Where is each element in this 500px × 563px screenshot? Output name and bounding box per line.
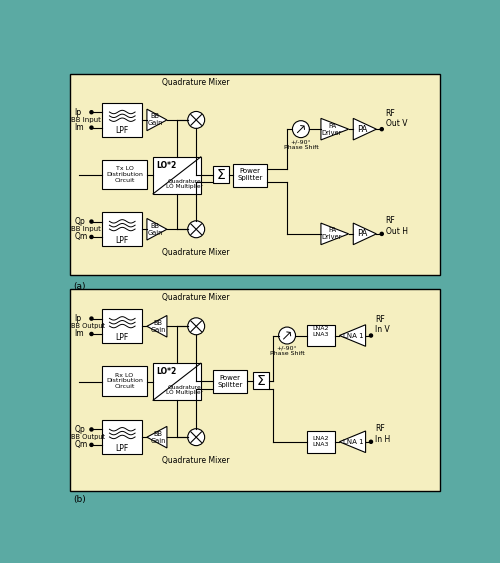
Polygon shape xyxy=(354,118,376,140)
Text: LO*2: LO*2 xyxy=(156,160,176,169)
Text: Power
Splitter: Power Splitter xyxy=(218,375,243,388)
Bar xyxy=(102,103,142,137)
Text: Quadrature Mixer: Quadrature Mixer xyxy=(162,456,230,465)
Text: Tx LO
Distribution
Circuit: Tx LO Distribution Circuit xyxy=(106,166,143,183)
Text: Im: Im xyxy=(74,329,84,338)
Circle shape xyxy=(370,334,372,337)
Text: Qm: Qm xyxy=(74,440,88,449)
Text: Σ: Σ xyxy=(216,168,225,182)
Text: Qp: Qp xyxy=(74,425,86,434)
Text: LNA2
LNA3: LNA2 LNA3 xyxy=(312,436,329,447)
Bar xyxy=(213,166,228,183)
Circle shape xyxy=(278,327,295,344)
Circle shape xyxy=(90,220,93,223)
Text: PA
Driver: PA Driver xyxy=(322,227,342,240)
Text: BB Input: BB Input xyxy=(72,117,102,123)
Text: LPF: LPF xyxy=(116,235,129,244)
Bar xyxy=(307,325,335,346)
Circle shape xyxy=(90,332,93,336)
Polygon shape xyxy=(147,426,167,448)
Text: BB Output: BB Output xyxy=(72,323,106,329)
Polygon shape xyxy=(147,218,167,240)
Bar xyxy=(102,212,142,246)
Circle shape xyxy=(380,233,384,235)
Text: BB
Gain: BB Gain xyxy=(150,320,166,333)
Polygon shape xyxy=(147,315,167,337)
Bar xyxy=(307,431,335,453)
Text: Σ: Σ xyxy=(256,374,265,388)
Bar xyxy=(102,420,142,454)
Circle shape xyxy=(90,443,93,446)
Polygon shape xyxy=(321,223,348,245)
Circle shape xyxy=(90,111,93,114)
Text: RF
In V: RF In V xyxy=(375,315,390,334)
Bar xyxy=(102,367,147,396)
Polygon shape xyxy=(147,109,167,131)
Circle shape xyxy=(370,440,372,443)
Bar xyxy=(153,363,201,400)
Text: Quadrature Mixer: Quadrature Mixer xyxy=(162,78,230,87)
Text: LPF: LPF xyxy=(116,126,129,135)
Text: Quadrature
LO Multiplier: Quadrature LO Multiplier xyxy=(166,178,202,189)
Circle shape xyxy=(90,126,93,129)
Circle shape xyxy=(188,428,204,446)
Bar xyxy=(233,164,267,187)
Text: BB Input: BB Input xyxy=(72,226,102,233)
Bar xyxy=(102,160,147,189)
Text: LNA 1: LNA 1 xyxy=(344,439,364,445)
Circle shape xyxy=(188,111,204,128)
Text: +/-90°
Phase Shift: +/-90° Phase Shift xyxy=(270,346,304,356)
Text: Rx LO
Distribution
Circuit: Rx LO Distribution Circuit xyxy=(106,373,143,389)
Text: LO*2: LO*2 xyxy=(156,367,176,376)
Text: (b): (b) xyxy=(73,495,86,504)
Text: LPF: LPF xyxy=(116,333,129,342)
Text: LNA 1: LNA 1 xyxy=(344,333,364,338)
Text: RF
In H: RF In H xyxy=(375,425,390,444)
Bar xyxy=(70,289,440,491)
Polygon shape xyxy=(354,223,376,245)
Text: PA: PA xyxy=(358,124,368,133)
Text: Ip: Ip xyxy=(74,314,82,323)
Text: PA: PA xyxy=(358,229,368,238)
Text: Ip: Ip xyxy=(74,108,82,117)
Text: Quadrature
LO Multiplier: Quadrature LO Multiplier xyxy=(166,385,202,395)
Circle shape xyxy=(90,428,93,431)
Text: Im: Im xyxy=(74,123,84,132)
Text: Quadrature Mixer: Quadrature Mixer xyxy=(162,248,230,257)
Polygon shape xyxy=(340,325,365,346)
Text: +/-90°
Phase Shift: +/-90° Phase Shift xyxy=(284,139,318,150)
Circle shape xyxy=(188,318,204,335)
Text: BB
Gain: BB Gain xyxy=(147,223,162,236)
Circle shape xyxy=(90,235,93,239)
Circle shape xyxy=(292,120,310,137)
Text: Qm: Qm xyxy=(74,233,88,242)
Text: PA
Driver: PA Driver xyxy=(322,123,342,136)
Text: Qp: Qp xyxy=(74,217,86,226)
Circle shape xyxy=(188,221,204,238)
Circle shape xyxy=(380,128,384,131)
Text: BB Output: BB Output xyxy=(72,434,106,440)
Bar xyxy=(70,74,440,275)
Bar xyxy=(102,309,142,343)
Text: RF
Out V: RF Out V xyxy=(386,109,407,128)
Text: LPF: LPF xyxy=(116,444,129,453)
Text: (a): (a) xyxy=(73,282,86,291)
Text: Quadrature Mixer: Quadrature Mixer xyxy=(162,293,230,302)
Bar xyxy=(153,157,201,194)
Text: BB
Gain: BB Gain xyxy=(147,113,162,127)
Text: RF
Out H: RF Out H xyxy=(386,217,407,236)
Text: Power
Splitter: Power Splitter xyxy=(238,168,263,181)
Text: BB
Gain: BB Gain xyxy=(150,431,166,444)
Polygon shape xyxy=(340,431,365,453)
Circle shape xyxy=(90,317,93,320)
Polygon shape xyxy=(321,118,348,140)
Bar xyxy=(253,373,268,390)
Bar xyxy=(213,370,247,394)
Text: LNA2
LNA3: LNA2 LNA3 xyxy=(312,327,329,337)
